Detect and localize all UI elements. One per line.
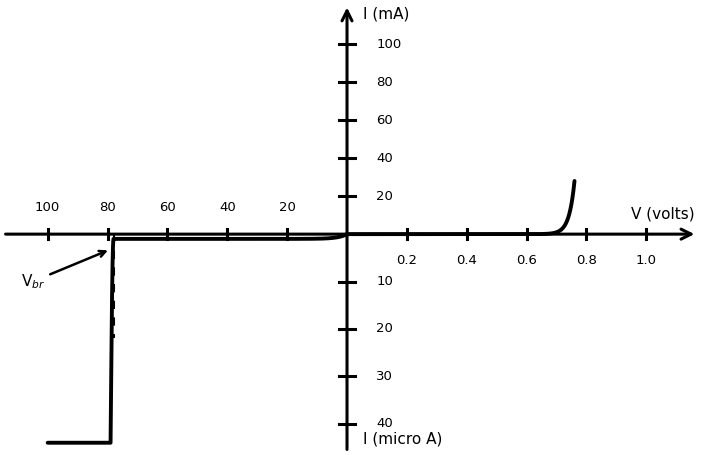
Text: 60: 60 — [159, 201, 176, 214]
Text: 0.4: 0.4 — [456, 254, 477, 268]
Text: 80: 80 — [99, 201, 116, 214]
Text: 40: 40 — [219, 201, 236, 214]
Text: 0.8: 0.8 — [576, 254, 597, 268]
Text: 40: 40 — [376, 152, 393, 165]
Text: 40: 40 — [376, 417, 393, 430]
Text: 100: 100 — [35, 201, 60, 214]
Text: 30: 30 — [376, 370, 393, 383]
Text: 80: 80 — [376, 76, 393, 89]
Text: I (micro A): I (micro A) — [363, 431, 443, 446]
Text: 0.2: 0.2 — [396, 254, 418, 268]
Text: 0.6: 0.6 — [516, 254, 537, 268]
Text: 1.0: 1.0 — [636, 254, 657, 268]
Text: 20: 20 — [278, 201, 295, 214]
Text: 100: 100 — [376, 38, 401, 51]
Text: 20: 20 — [376, 323, 393, 335]
Text: 60: 60 — [376, 114, 393, 127]
Text: V$_{br}$: V$_{br}$ — [20, 251, 105, 291]
Text: 20: 20 — [376, 190, 393, 203]
Text: V (volts): V (volts) — [631, 207, 695, 222]
Text: 10: 10 — [376, 275, 393, 288]
Text: I (mA): I (mA) — [363, 6, 410, 21]
